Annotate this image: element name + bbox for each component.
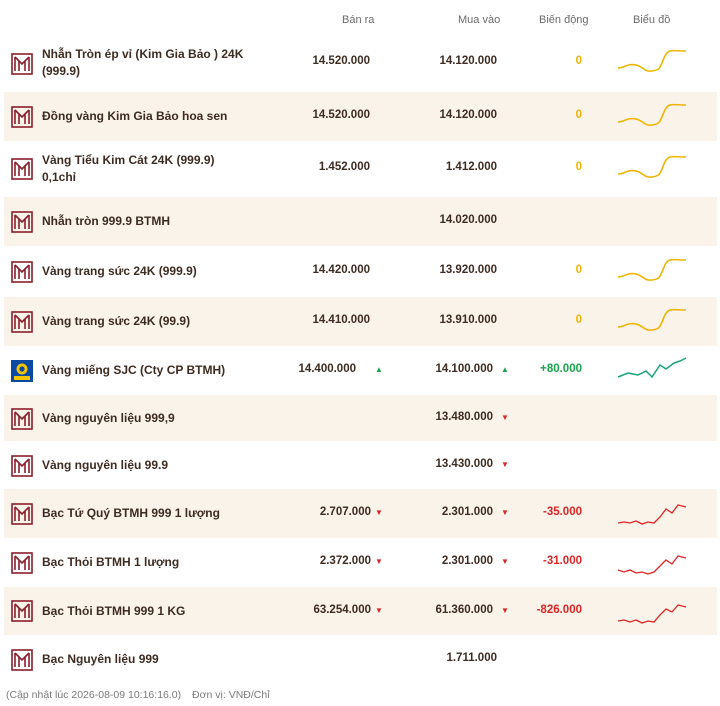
table-row[interactable]: Vàng trang sức 24K (99.9) 14.410.000 13.… <box>4 297 717 347</box>
btmh-logo-icon <box>11 408 33 430</box>
buy-price: 13.910.000 <box>439 314 497 326</box>
product-name: Bạc Nguyên liệu 999 <box>42 652 159 666</box>
product-name: Bạc Thỏi BTMH 999 1 KG <box>42 604 186 618</box>
sparkline-chart[interactable] <box>616 48 688 78</box>
table-row[interactable]: Đồng vàng Kim Gia Bảo hoa sen 14.520.000… <box>4 92 717 142</box>
header-buy: Mua vào <box>458 14 501 26</box>
buy-price: 13.430.000 <box>435 458 493 470</box>
btmh-logo-icon <box>11 311 33 333</box>
product-name: Bạc Tứ Quý BTMH 999 1 lượng <box>42 506 220 520</box>
sell-price: 63.254.000 <box>313 604 371 616</box>
btmh-logo-icon <box>11 106 33 128</box>
table-row[interactable]: Vàng Tiểu Kim Cát 24K (999.9) 0,1chỉ 1.45… <box>4 142 717 197</box>
down-arrow-icon: ▼ <box>375 557 383 566</box>
table-row[interactable]: Vàng nguyên liệu 99.9 13.430.000 ▼ <box>4 442 717 489</box>
sell-price: 14.520.000 <box>312 109 370 121</box>
buy-price: 13.480.000 <box>435 411 493 423</box>
product-name: Vàng trang sức 24K (99.9) <box>42 314 191 328</box>
table-header: Bán ra Mua vào Biến động Biểu đồ <box>0 0 720 36</box>
product-name: Vàng nguyên liệu 99.9 <box>42 458 169 472</box>
product-name: Nhẫn tròn 999.9 BTMH <box>42 214 171 228</box>
price-change: 0 <box>575 109 582 121</box>
sjc-logo-icon <box>11 360 33 382</box>
header-chart: Biểu đồ <box>633 14 671 26</box>
btmh-logo-icon <box>11 261 33 283</box>
price-change: 0 <box>575 55 582 67</box>
product-name: Vàng miếng SJC (Cty CP BTMH) <box>42 363 226 377</box>
down-arrow-icon: ▼ <box>375 606 383 615</box>
product-name: Đồng vàng Kim Gia Bảo hoa sen <box>42 109 228 123</box>
up-arrow-icon: ▲ <box>375 365 383 374</box>
sparkline-chart[interactable] <box>616 499 688 529</box>
sparkline-chart[interactable] <box>616 257 688 287</box>
table-row[interactable]: Bạc Thỏi BTMH 999 1 KG 63.254.000 ▼ 61.3… <box>4 587 717 636</box>
buy-price: 2.301.000 <box>441 506 493 518</box>
price-change: +80.000 <box>540 363 582 375</box>
sparkline-chart[interactable] <box>616 355 688 385</box>
table-row[interactable]: Vàng trang sức 24K (999.9) 14.420.000 13… <box>4 247 717 297</box>
sell-price: 14.520.000 <box>312 55 370 67</box>
btmh-logo-icon <box>11 455 33 477</box>
price-change: 0 <box>575 264 582 276</box>
product-name: Vàng nguyên liệu 999,9 <box>42 411 175 425</box>
price-change: -35.000 <box>542 506 582 518</box>
sell-price: 14.400.000 <box>298 363 356 375</box>
price-change: 0 <box>575 314 582 326</box>
down-arrow-icon: ▼ <box>501 508 509 517</box>
sell-price: 1.452.000 <box>318 161 370 173</box>
buy-price: 2.301.000 <box>441 555 493 567</box>
down-arrow-icon: ▼ <box>501 606 509 615</box>
btmh-logo-icon <box>11 211 33 233</box>
header-sell: Bán ra <box>342 14 375 26</box>
table-row[interactable]: Nhẫn Tròn ép vỉ (Kim Gia Bảo ) 24K (999.9… <box>4 36 717 92</box>
buy-price: 1.412.000 <box>445 161 497 173</box>
sparkline-chart[interactable] <box>616 548 688 578</box>
sell-price: 14.420.000 <box>312 264 370 276</box>
table-footer: (Cập nhật lúc 2026-08-09 10:16:16.0) Đơn… <box>6 689 278 701</box>
btmh-logo-icon <box>11 649 33 671</box>
price-change: 0 <box>575 161 582 173</box>
price-change: -826.000 <box>536 604 582 616</box>
buy-price: 61.360.000 <box>435 604 493 616</box>
product-name: Vàng Tiểu Kim Cát 24K (999.9) 0,1chỉ <box>42 153 215 184</box>
table-row[interactable]: Bạc Tứ Quý BTMH 999 1 lượng 2.707.000 ▼ … <box>4 489 717 539</box>
table-row[interactable]: Vàng nguyên liệu 999,9 13.480.000 ▼ <box>4 395 717 442</box>
sparkline-chart[interactable] <box>616 102 688 132</box>
table-row[interactable]: Bạc Thỏi BTMH 1 lượng 2.372.000 ▼ 2.301.… <box>4 539 717 587</box>
table-row[interactable]: Vàng miếng SJC (Cty CP BTMH) 14.400.000 … <box>4 347 717 395</box>
up-arrow-icon: ▲ <box>501 365 509 374</box>
price-change: -31.000 <box>542 555 582 567</box>
product-name: Nhẫn Tròn ép vỉ (Kim Gia Bảo ) 24K (999.9… <box>42 47 244 78</box>
buy-price: 1.711.000 <box>446 652 497 664</box>
btmh-logo-icon <box>11 158 33 180</box>
sparkline-chart[interactable] <box>616 307 688 337</box>
buy-price: 14.100.000 <box>435 363 493 375</box>
down-arrow-icon: ▼ <box>375 508 383 517</box>
buy-price: 14.020.000 <box>439 214 497 226</box>
header-change: Biến động <box>539 14 589 26</box>
buy-price: 13.920.000 <box>439 264 497 276</box>
btmh-logo-icon <box>11 503 33 525</box>
down-arrow-icon: ▼ <box>501 413 509 422</box>
btmh-logo-icon <box>11 600 33 622</box>
price-table: Nhẫn Tròn ép vỉ (Kim Gia Bảo ) 24K (999.9… <box>4 36 717 684</box>
product-name: Vàng trang sức 24K (999.9) <box>42 264 197 278</box>
btmh-logo-icon <box>11 53 33 75</box>
btmh-logo-icon <box>11 552 33 574</box>
unit-label: Đơn vị: VNĐ/Chỉ <box>192 689 270 701</box>
sell-price: 2.707.000 <box>319 506 371 518</box>
sparkline-chart[interactable] <box>616 154 688 184</box>
down-arrow-icon: ▼ <box>501 460 509 469</box>
sparkline-chart[interactable] <box>616 597 688 627</box>
update-timestamp: (Cập nhật lúc 2026-08-09 10:16:16.0) <box>6 689 182 701</box>
buy-price: 14.120.000 <box>439 109 497 121</box>
sell-price: 14.410.000 <box>312 314 370 326</box>
product-name: Bạc Thỏi BTMH 1 lượng <box>42 555 180 569</box>
down-arrow-icon: ▼ <box>501 557 509 566</box>
buy-price: 14.120.000 <box>439 55 497 67</box>
sell-price: 2.372.000 <box>319 555 371 567</box>
table-row[interactable]: Nhẫn tròn 999.9 BTMH 14.020.000 <box>4 197 717 247</box>
table-row[interactable]: Bạc Nguyên liệu 999 1.711.000 <box>4 636 717 684</box>
